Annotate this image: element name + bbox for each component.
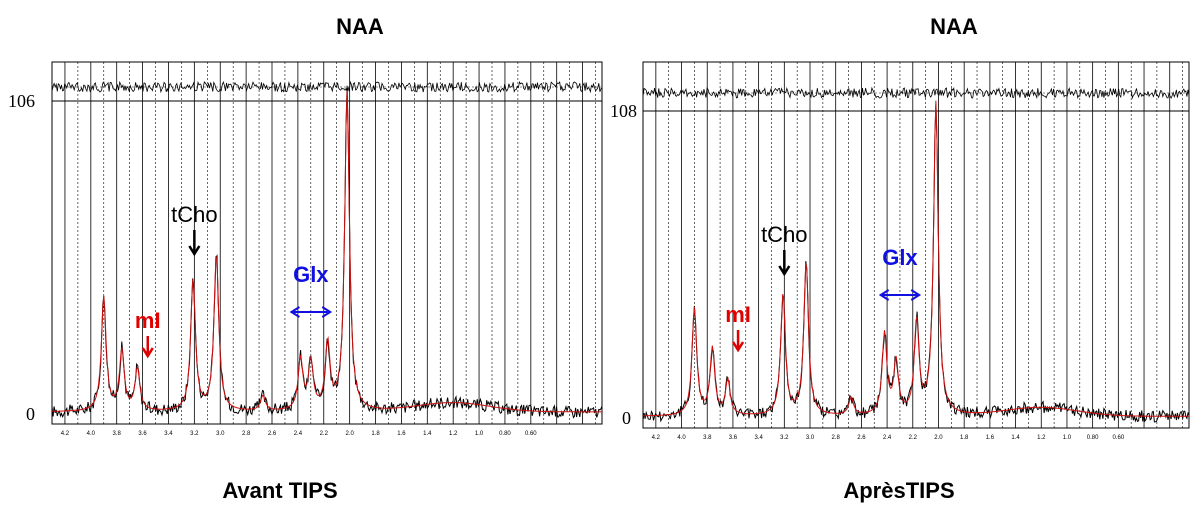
annotation-arrowhead	[878, 289, 890, 301]
x-tick-label: 2.4	[883, 435, 892, 440]
spectrum-panel-after: NAA 4.2 4.0 3.8 3.6 3.4 3.2 3.0 2.8 2.6 2.4 2.2 2.0…	[604, 0, 1192, 507]
annotation-arrowhead	[910, 289, 922, 301]
x-tick-label: 3.0	[806, 435, 815, 440]
x-tick-label: 3.6	[138, 431, 147, 437]
annotation-label: tCho	[171, 202, 217, 227]
spectrum-chart-before: 4.2 4.0 3.8 3.6 3.4 3.2 3.0 2.8 2.6 2.4 2.2 2.0 1.8 1…	[8, 61, 603, 437]
fit-trace	[52, 90, 602, 413]
annotation-label: mI	[135, 308, 161, 333]
y-tick-label: 108	[610, 101, 637, 121]
x-tick-label: 3.8	[703, 435, 712, 440]
annotation-arrowhead	[289, 306, 300, 318]
annotation-label: Glx	[882, 245, 918, 270]
x-tick-label: 4.0	[677, 435, 686, 440]
x-tick-label: 1.4	[1011, 435, 1020, 440]
x-tick-label: 2.2	[909, 435, 918, 440]
x-tick-label: 3.4	[164, 431, 173, 437]
annotation-label: mI	[725, 302, 751, 327]
x-tick-label: 2.8	[832, 435, 841, 440]
annotation-arrowhead	[732, 341, 745, 353]
x-tick-label: 3.8	[113, 431, 122, 437]
x-tick-label: 1.2	[449, 431, 458, 437]
x-tick-label: 1.8	[371, 431, 380, 437]
spectrum-chart-after: 4.2 4.0 3.8 3.6 3.4 3.2 3.0 2.8 2.6 2.4 2.2 2.0 1.8 1…	[610, 61, 1190, 440]
x-tick-label: 0.60	[525, 431, 537, 437]
y-tick-label: 0	[622, 408, 631, 428]
annotation-label: Glx	[293, 262, 329, 287]
x-tick-label: 3.6	[729, 435, 738, 440]
x-tick-label: 2.6	[857, 435, 866, 440]
chart-title: NAA	[930, 14, 978, 39]
x-tick-label: 1.0	[475, 431, 484, 437]
chart-title: NAA	[336, 14, 384, 39]
x-tick-label: 3.0	[216, 431, 225, 437]
x-tick-label: 0.80	[499, 431, 511, 437]
x-tick-label: 3.4	[754, 435, 763, 440]
x-tick-label: 4.2	[652, 435, 661, 440]
x-tick-label: 1.2	[1037, 435, 1046, 440]
annotation-label: tCho	[761, 222, 807, 247]
x-tick-label: 2.0	[345, 431, 354, 437]
x-tick-label: 3.2	[780, 435, 789, 440]
x-tick-label: 2.2	[320, 431, 329, 437]
annotation-arrowhead	[188, 245, 201, 257]
x-tick-label: 1.4	[423, 431, 432, 437]
fit-trace	[643, 100, 1189, 417]
x-tick-label: 3.2	[190, 431, 199, 437]
spectrum-panel-before: NAA 4.2 4.0 3.8 3.6 3.4 3.2 3.0 2.8 2.6 2.4 2.2 2.0…	[8, 14, 603, 503]
spectrum-trace	[51, 85, 603, 419]
x-tick-label: 2.8	[242, 431, 251, 437]
x-tick-label: 0.80	[1087, 435, 1099, 440]
y-tick-label: 0	[26, 404, 35, 424]
x-tick-label: 1.0	[1063, 435, 1072, 440]
x-tick-label: 2.4	[294, 431, 303, 437]
annotation-arrowhead	[321, 306, 333, 318]
x-tick-label: 1.6	[397, 431, 406, 437]
x-tick-label: 2.0	[934, 435, 943, 440]
x-tick-label: 4.0	[87, 431, 96, 437]
x-tick-label: 1.8	[960, 435, 969, 440]
y-tick-label: 106	[8, 91, 35, 111]
annotation-arrowhead	[778, 265, 791, 277]
residual-trace	[642, 86, 1190, 100]
x-tick-label: 2.6	[268, 431, 277, 437]
annotation-arrowhead	[141, 347, 154, 359]
residual-trace	[51, 80, 603, 94]
x-tick-label: 4.2	[61, 431, 70, 437]
plot-frame	[51, 61, 603, 425]
plot-frame	[642, 61, 1190, 429]
x-tick-label: 0.60	[1112, 435, 1124, 440]
chart-caption: Avant TIPS	[222, 478, 338, 503]
x-tick-label: 1.6	[986, 435, 995, 440]
chart-caption: AprèsTIPS	[843, 478, 955, 503]
